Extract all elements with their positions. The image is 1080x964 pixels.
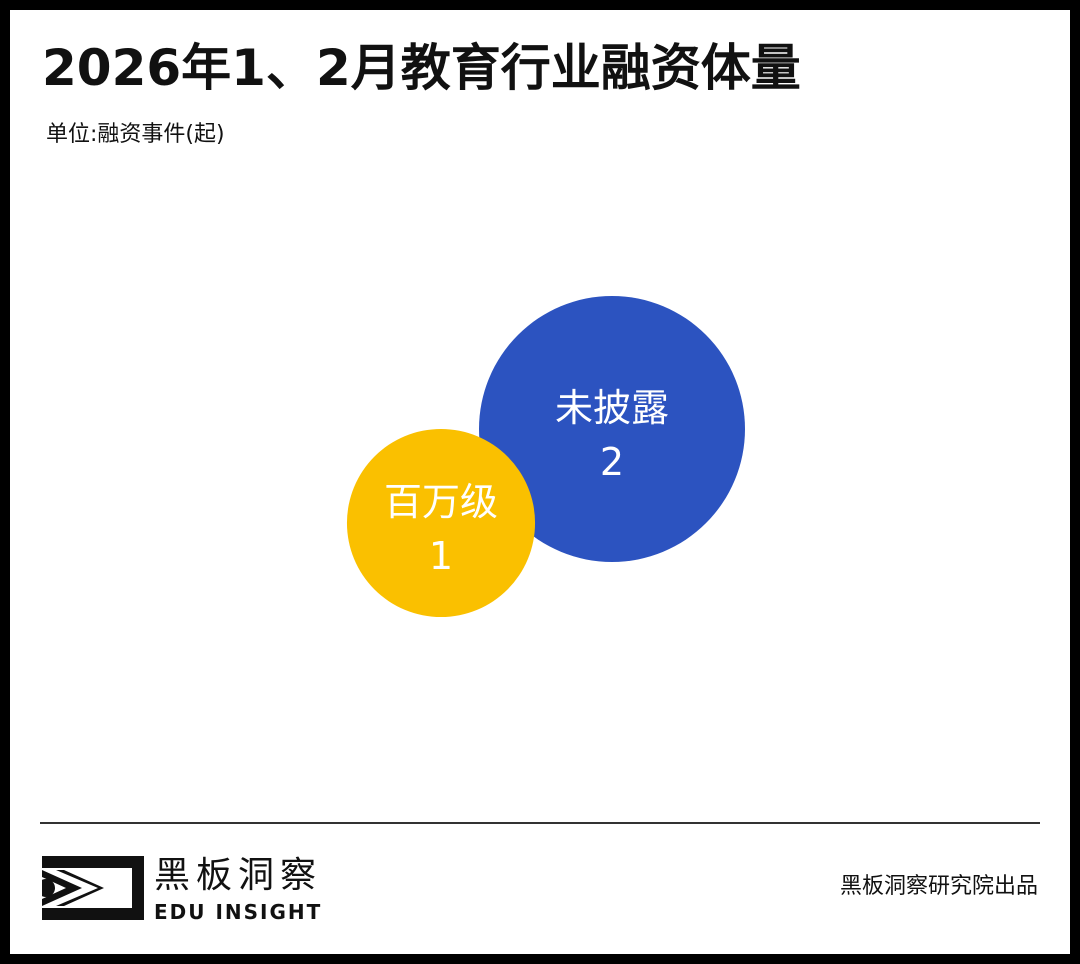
bubble-chart: 未披露 2 百万级 1	[346, 296, 745, 618]
edu-insight-logo-icon	[42, 856, 144, 920]
bubble-category-label: 未披露	[555, 386, 669, 430]
chart-card: 2026年1、2月教育行业融资体量 单位:融资事件(起) 未披露 2 百万级 1 黑板…	[10, 10, 1070, 954]
bubble-undisclosed	[479, 296, 745, 562]
brand-name-cn: 黑板洞察	[154, 855, 323, 896]
footer-divider	[40, 822, 1040, 824]
unit-label: 单位:融资事件(起)	[46, 122, 225, 147]
bubble-category-label: 百万级	[384, 480, 498, 524]
chart-title: 2026年1、2月教育行业融资体量	[42, 39, 801, 97]
bubble-value-label: 2	[600, 440, 624, 484]
credit-text: 黑板洞察研究院出品	[839, 874, 1038, 899]
bubble-million-level	[346, 428, 536, 618]
brand-name-en: EDU INSIGHT	[154, 900, 323, 924]
bubble-value-label: 1	[429, 534, 453, 578]
